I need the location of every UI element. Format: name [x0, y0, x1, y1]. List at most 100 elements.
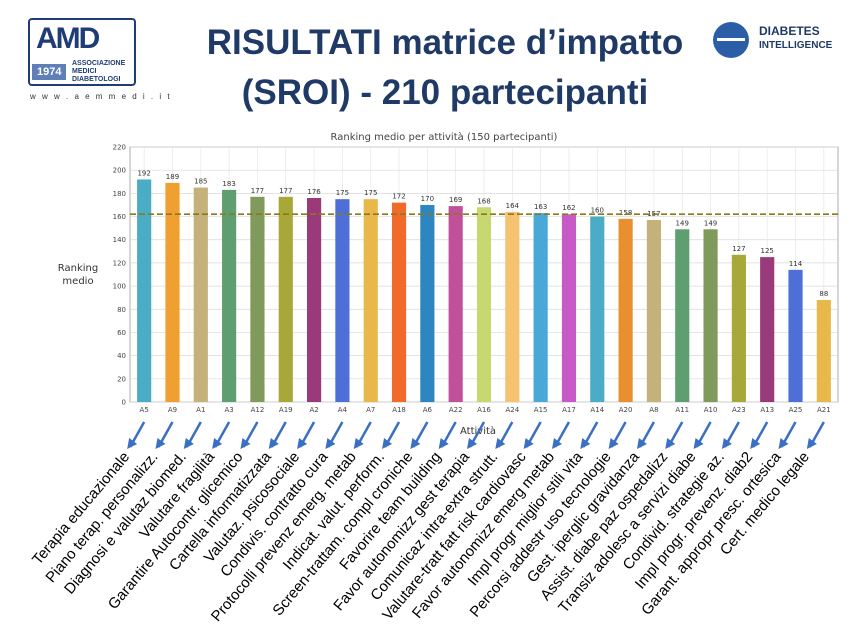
- pointer-arrow-icon: [155, 421, 174, 449]
- bar-A2: [307, 198, 322, 402]
- x-tick-label: A9: [168, 406, 177, 414]
- bar-A18: [391, 202, 407, 402]
- x-tick-label: A4: [338, 406, 348, 414]
- bar-value-label: 189: [166, 173, 179, 181]
- bar-A7: [363, 199, 378, 402]
- y-axis-label: Ranking medio: [58, 263, 98, 287]
- x-tick-label: A13: [760, 406, 774, 414]
- bar-A12: [250, 196, 265, 402]
- bar-A17: [561, 214, 577, 402]
- bar-A22: [448, 206, 463, 402]
- bar-A16: [476, 207, 492, 402]
- bar-A19: [278, 196, 293, 402]
- bar-value-label: 175: [364, 189, 377, 197]
- pointer-arrow-icon: [580, 421, 599, 449]
- pointer-arrow-icon: [438, 421, 457, 449]
- page-title: RISULTATI matrice d’impatto (SROI) - 210…: [150, 18, 740, 118]
- bar-A11: [675, 229, 690, 402]
- x-tick-label: A7: [366, 406, 375, 414]
- bar-value-label: 169: [449, 196, 462, 204]
- bar-value-label: 125: [761, 247, 774, 255]
- bar-A4: [335, 199, 350, 402]
- bar-value-label: 185: [194, 178, 207, 186]
- pointer-arrow-icon: [636, 421, 656, 449]
- y-tick-label: 160: [113, 213, 126, 221]
- pointer-arrow-icon: [297, 421, 316, 449]
- bar-A10: [703, 229, 718, 402]
- title-line-2: (SROI) - 210 partecipanti: [241, 73, 649, 112]
- pointer-arrow-icon: [750, 421, 769, 449]
- pointer-arrow-icon: [183, 421, 202, 449]
- chart-title: Ranking medio per attività (150 partecip…: [331, 131, 558, 143]
- pointer-arrow-icon: [353, 421, 372, 449]
- x-tick-label: A24: [505, 406, 519, 414]
- pointer-arrow-icon: [721, 421, 740, 449]
- amd-logo-mark: AMD: [36, 22, 100, 55]
- x-tick-label: A3: [224, 406, 233, 414]
- bar-A20: [618, 218, 633, 402]
- amd-url: w w w . a e m m e d i . i t: [30, 92, 172, 101]
- bar-A24: [505, 211, 520, 402]
- y-tick-label: 0: [122, 399, 126, 407]
- y-tick-label: 180: [113, 190, 126, 198]
- bar-A14: [590, 216, 605, 402]
- pointer-arrow-icon: [127, 421, 146, 449]
- amd-logo: AMD 1974 ASSOCIAZIONE MEDICI DIABETOLOGI: [28, 18, 136, 86]
- bar-value-label: 163: [534, 203, 547, 211]
- bar-A5: [137, 179, 152, 402]
- bar-value-label: 127: [732, 245, 745, 253]
- bar-value-label: 164: [506, 202, 520, 210]
- pointer-arrow-icon: [495, 421, 514, 449]
- bar-A8: [646, 220, 661, 402]
- bar-A23: [731, 254, 746, 402]
- x-tick-label: A16: [477, 406, 491, 414]
- x-tick-label: A17: [562, 406, 576, 414]
- bar-value-label: 170: [421, 195, 434, 203]
- x-tick-label: A18: [392, 406, 406, 414]
- pointer-arrow-icon: [806, 421, 825, 449]
- bar-A13: [760, 257, 775, 402]
- bar-value-label: 88: [819, 290, 828, 298]
- bar-value-label: 177: [251, 187, 264, 195]
- y-tick-label: 80: [117, 306, 126, 314]
- x-tick-label: A25: [789, 406, 803, 414]
- bar-A9: [165, 182, 180, 402]
- bar-value-label: 176: [307, 188, 321, 196]
- diabetes-logo-line2: INTELLIGENCE: [759, 40, 833, 51]
- x-tick-label: A6: [423, 406, 433, 414]
- pointer-arrow-icon: [551, 421, 571, 449]
- y-tick-label: 100: [113, 283, 126, 291]
- x-tick-label: A22: [449, 406, 463, 414]
- bar-value-label: 158: [619, 209, 632, 217]
- bar-A21: [816, 300, 831, 402]
- x-tick-label: A19: [279, 406, 293, 414]
- pointer-arrow-icon: [778, 421, 797, 449]
- bar-value-label: 192: [137, 169, 150, 177]
- x-tick-label: A2: [309, 406, 318, 414]
- pointer-arrow-icon: [608, 421, 627, 449]
- diabetes-intelligence-logo: DIABETES INTELLIGENCE: [713, 20, 843, 60]
- bar-value-label: 162: [562, 204, 575, 212]
- x-tick-label: A1: [196, 406, 205, 414]
- y-tick-label: 140: [113, 236, 126, 244]
- pointer-arrow-icon: [693, 421, 712, 449]
- diabetes-logo-icon: [713, 22, 749, 58]
- amd-logo-year: 1974: [32, 64, 67, 80]
- x-tick-label: A21: [817, 406, 831, 414]
- bar-A6: [420, 204, 435, 402]
- y-tick-label: 20: [117, 375, 126, 383]
- x-tick-label: A5: [140, 406, 149, 414]
- y-axis-label-part: Ranking: [58, 263, 98, 274]
- x-tick-label: A10: [704, 406, 718, 414]
- x-tick-label: A15: [534, 406, 548, 414]
- bar-value-label: 183: [222, 180, 235, 188]
- x-tick-label: A8: [649, 406, 658, 414]
- bar-A3: [222, 189, 237, 402]
- x-tick-label: A20: [619, 406, 633, 414]
- pointer-arrow-icon: [240, 421, 259, 449]
- y-tick-label: 220: [113, 144, 126, 152]
- pointer-arrow-icon: [523, 421, 542, 449]
- x-tick-label: A11: [675, 406, 689, 414]
- pointer-arrow-icon: [665, 421, 684, 449]
